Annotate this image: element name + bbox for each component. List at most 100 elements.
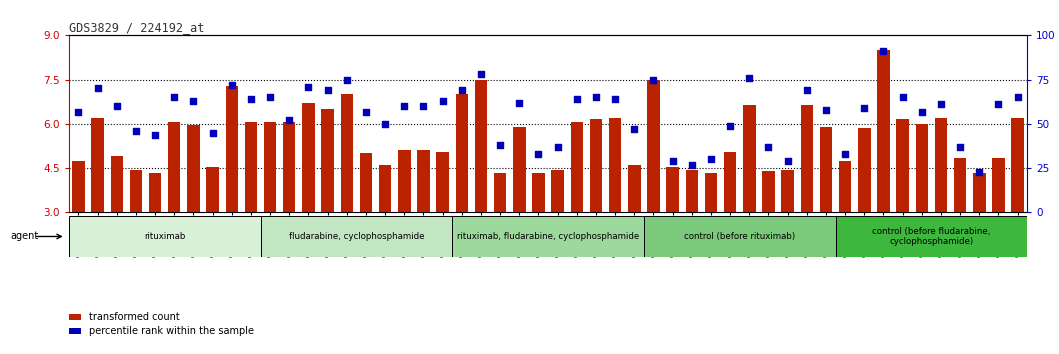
Bar	[72, 161, 85, 301]
Bar	[533, 172, 544, 301]
Bar	[628, 165, 641, 301]
Point	[760, 144, 777, 150]
Point	[550, 144, 567, 150]
Bar	[360, 153, 372, 301]
Point	[70, 109, 87, 114]
Bar	[724, 152, 736, 301]
Bar	[954, 158, 967, 301]
Bar	[398, 150, 411, 301]
Point	[721, 123, 738, 129]
Point	[798, 87, 815, 93]
Bar	[261, 216, 452, 257]
Bar	[858, 128, 870, 301]
Bar	[474, 80, 487, 301]
Point	[664, 158, 681, 164]
Bar	[245, 122, 257, 301]
Bar	[436, 152, 449, 301]
Bar	[91, 118, 104, 301]
Text: rituximab: rituximab	[144, 232, 185, 241]
Text: fludarabine, cyclophosphamide: fludarabine, cyclophosphamide	[289, 232, 424, 241]
Point	[358, 109, 375, 114]
Bar	[110, 156, 123, 301]
Point	[875, 48, 892, 54]
Point	[683, 162, 700, 167]
Bar	[69, 328, 80, 334]
Bar	[685, 170, 698, 301]
Point	[127, 128, 144, 134]
Bar	[877, 50, 890, 301]
Bar	[187, 125, 200, 301]
Point	[453, 87, 470, 93]
Point	[741, 75, 758, 81]
Bar	[836, 216, 1027, 257]
Point	[837, 151, 854, 157]
Bar	[321, 109, 334, 301]
Point	[281, 118, 298, 123]
Bar	[207, 167, 219, 301]
Point	[319, 87, 336, 93]
Bar	[379, 165, 392, 301]
Point	[626, 126, 643, 132]
Point	[338, 77, 355, 82]
Point	[396, 103, 413, 109]
Text: agent: agent	[11, 232, 39, 241]
Point	[645, 77, 662, 82]
Point	[702, 156, 719, 162]
Point	[377, 121, 394, 127]
Text: control (before rituximab): control (before rituximab)	[684, 232, 795, 241]
Bar	[820, 127, 832, 301]
Point	[108, 103, 125, 109]
Point	[204, 130, 221, 136]
Text: GDS3829 / 224192_at: GDS3829 / 224192_at	[69, 21, 204, 34]
Text: control (before fludarabine,
cyclophosphamide): control (before fludarabine, cyclophosph…	[873, 227, 990, 246]
Bar	[341, 95, 353, 301]
Bar	[666, 167, 679, 301]
Bar	[896, 119, 909, 301]
Bar	[1011, 118, 1024, 301]
Point	[894, 95, 911, 100]
Point	[472, 72, 489, 77]
Point	[415, 103, 432, 109]
Point	[300, 84, 317, 90]
Bar	[801, 105, 813, 301]
Bar	[704, 172, 717, 301]
Point	[779, 158, 796, 164]
Bar	[417, 150, 430, 301]
Point	[856, 105, 873, 111]
Point	[607, 96, 624, 102]
Bar	[283, 122, 295, 301]
Bar	[916, 124, 928, 301]
Bar	[149, 172, 161, 301]
Point	[262, 95, 279, 100]
Point	[185, 98, 202, 104]
Bar	[609, 118, 622, 301]
Bar	[493, 172, 506, 301]
Bar	[302, 103, 315, 301]
Bar	[571, 122, 584, 301]
Bar	[69, 216, 261, 257]
Bar	[839, 161, 851, 301]
Bar	[168, 122, 180, 301]
Bar	[452, 216, 644, 257]
Point	[146, 132, 163, 137]
Bar	[552, 170, 563, 301]
Bar	[743, 105, 755, 301]
Point	[588, 95, 605, 100]
Point	[510, 100, 527, 105]
Point	[89, 86, 106, 91]
Bar	[644, 216, 836, 257]
Point	[990, 102, 1007, 107]
Point	[491, 142, 508, 148]
Point	[913, 109, 930, 114]
Text: rituximab, fludarabine, cyclophosphamide: rituximab, fludarabine, cyclophosphamide	[456, 232, 640, 241]
Text: percentile rank within the sample: percentile rank within the sample	[89, 326, 254, 336]
Bar	[264, 122, 276, 301]
Point	[933, 102, 950, 107]
Bar	[782, 170, 794, 301]
Point	[166, 95, 183, 100]
Bar	[455, 95, 468, 301]
Point	[243, 96, 259, 102]
Point	[1009, 95, 1026, 100]
Point	[530, 151, 546, 157]
Text: transformed count: transformed count	[89, 312, 180, 322]
